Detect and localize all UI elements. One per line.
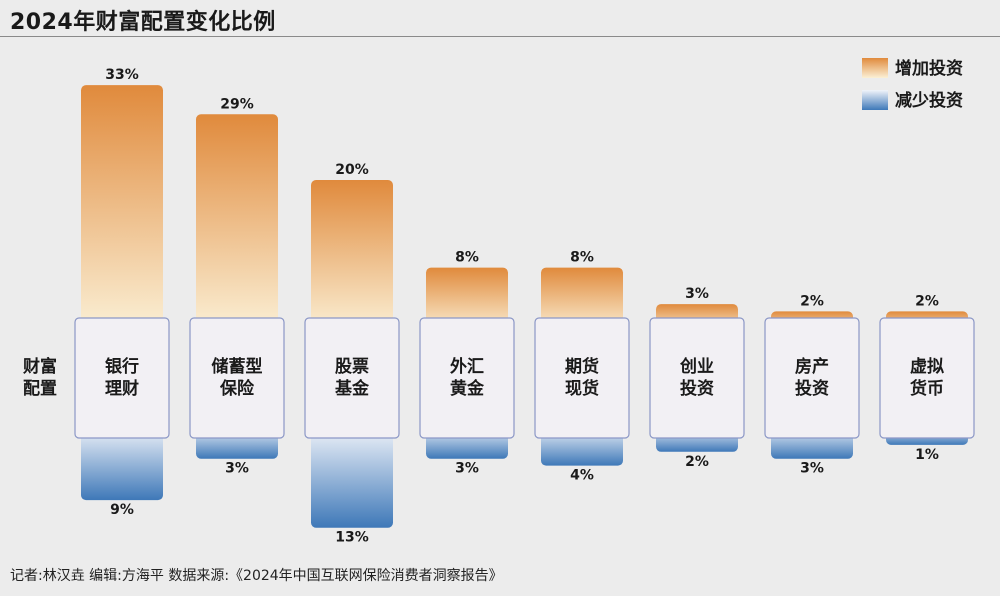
- row-label: 财富配置: [22, 356, 57, 399]
- data-label-decrease: 4%: [570, 468, 594, 484]
- data-label-decrease: 13%: [335, 530, 369, 546]
- category-box: [74, 317, 170, 439]
- category-label: 股票基金: [334, 357, 370, 399]
- data-label-decrease: 9%: [110, 502, 134, 518]
- data-label-decrease: 2%: [685, 454, 709, 470]
- category-box: [879, 317, 975, 439]
- legend-label-decrease: 减少投资: [895, 90, 963, 111]
- bar-increase: [541, 267, 623, 332]
- category-box: [304, 317, 400, 439]
- category-label: 银行理财: [105, 356, 139, 399]
- legend-swatch-decrease: [862, 90, 888, 110]
- title-divider: [0, 36, 1000, 37]
- legend-swatch-increase: [862, 58, 888, 78]
- source-credits: 记者:林汉垚 编辑:方海平 数据来源:《2024年中国互联网保险消费者洞察报告》: [10, 568, 503, 584]
- data-label-decrease: 3%: [455, 461, 479, 477]
- data-label-increase: 33%: [105, 67, 139, 83]
- bar-increase: [81, 85, 163, 332]
- category-box: [764, 317, 860, 439]
- bar-increase: [311, 180, 393, 332]
- data-label-increase: 20%: [335, 162, 369, 178]
- category-box: [649, 317, 745, 439]
- category-box: [189, 317, 285, 439]
- category-box: [534, 317, 630, 439]
- data-label-increase: 29%: [220, 96, 254, 112]
- legend-label-increase: 增加投资: [895, 58, 963, 79]
- data-label-increase: 8%: [455, 250, 479, 266]
- category-label: 房产投资: [795, 356, 829, 399]
- bar-decrease: [311, 426, 393, 528]
- category-label: 期货现货: [565, 356, 599, 399]
- category-label: 创业投资: [679, 356, 714, 399]
- category-label: 外汇黄金: [450, 356, 485, 399]
- category-box: [419, 317, 515, 439]
- chart-title: 2024年财富配置变化比例: [10, 10, 276, 35]
- bar-decrease: [81, 426, 163, 501]
- data-label-increase: 3%: [685, 286, 709, 302]
- data-label-increase: 8%: [570, 250, 594, 266]
- data-label-increase: 2%: [915, 293, 939, 309]
- data-label-decrease: 1%: [915, 447, 939, 463]
- category-label: 储蓄型保险: [212, 356, 263, 399]
- bar-increase: [196, 114, 278, 332]
- data-label-decrease: 3%: [800, 461, 824, 477]
- data-label-decrease: 3%: [225, 461, 249, 477]
- category-label: 虚拟货币: [910, 356, 944, 399]
- bar-increase: [426, 267, 508, 332]
- data-label-increase: 2%: [800, 293, 824, 309]
